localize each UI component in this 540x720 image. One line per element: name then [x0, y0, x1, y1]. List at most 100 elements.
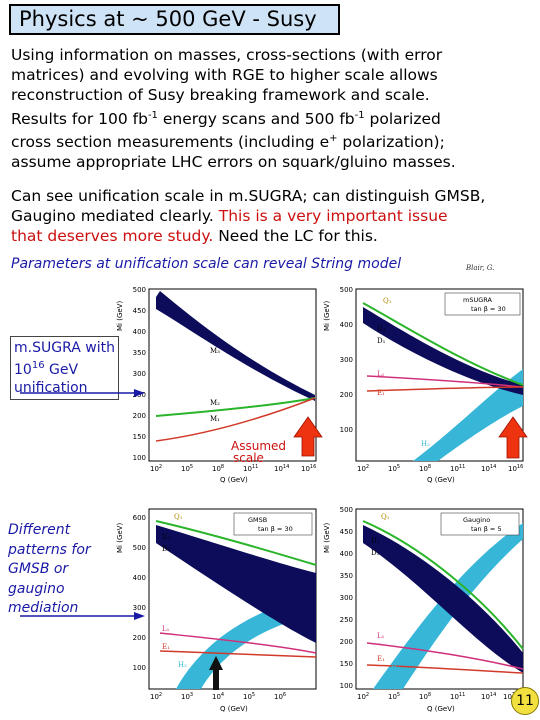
- plot-top-left: 500 450 400 350 300 250 200 150 100 Mi (…: [116, 281, 321, 486]
- xtick: 105: [388, 692, 400, 701]
- ytick: 350: [133, 349, 146, 357]
- ytick: 300: [340, 594, 353, 602]
- xtick: 105: [243, 692, 255, 701]
- intro-line-5: cross section measurements (including e+…: [11, 129, 456, 152]
- patterns-line-2: patterns for: [8, 541, 91, 558]
- u1-label: U₁: [162, 533, 171, 541]
- intro-line-4: Results for 100 fb-1 energy scans and 50…: [11, 106, 456, 129]
- m1-label: M₁: [210, 415, 220, 423]
- intro-line-5-a: cross section measurements (including e: [11, 132, 330, 151]
- ytick: 400: [340, 321, 353, 329]
- higgs-band: [413, 369, 523, 461]
- ytick: 200: [340, 638, 353, 646]
- x-axis-label: Q (GeV): [220, 476, 248, 484]
- h2-label: H₂: [421, 440, 430, 448]
- intro-line-5-sup: +: [329, 132, 338, 144]
- xtick: 105: [181, 464, 193, 473]
- e1-label: E₁: [377, 389, 385, 397]
- xtick: 105: [388, 464, 400, 473]
- l1-curve: [159, 632, 317, 654]
- legend-tanb: tan β = 5: [471, 525, 502, 533]
- intro-line-1: Using information on masses, cross-secti…: [11, 46, 443, 64]
- patterns-label: Different patterns for GMSB or gaugino m…: [8, 521, 91, 619]
- xtick: 1016: [508, 464, 523, 473]
- l1-label: L₁: [377, 632, 385, 640]
- msugra-label-line-2: 1016 GeV: [14, 357, 115, 379]
- patterns-line-1: Different: [8, 522, 71, 538]
- page-number-badge: 11: [511, 687, 539, 715]
- ytick: 500: [133, 544, 146, 552]
- ytick: 300: [133, 604, 146, 612]
- xtick: 102: [357, 464, 369, 473]
- e1-curve: [159, 650, 317, 658]
- xtick: 102: [150, 692, 162, 701]
- d1-label: D₁: [162, 545, 171, 553]
- xtick: 104: [212, 692, 224, 701]
- ytick: 150: [133, 433, 146, 441]
- patterns-line-4: gaugino: [8, 580, 65, 597]
- l1-curve: [366, 642, 524, 670]
- ytick: 100: [340, 682, 353, 690]
- y-axis-label: Mi (GeV): [116, 523, 124, 553]
- xtick: 1016: [301, 464, 316, 473]
- q1-label: Q₁: [383, 297, 392, 305]
- squark-band: [156, 525, 316, 643]
- x-axis-label: Q (GeV): [427, 705, 455, 713]
- xtick: 108: [419, 692, 431, 701]
- msugra-label-line-2-sup: 16: [31, 360, 45, 371]
- legend-name: GMSB: [248, 516, 267, 524]
- pointer-arrow-1-head: [134, 389, 145, 397]
- xtick: 1011: [450, 692, 465, 701]
- y-axis-label: Mi (GeV): [323, 523, 331, 553]
- ytick: 300: [340, 356, 353, 364]
- m1-curve: [155, 397, 316, 442]
- intro-line-3: reconstruction of Susy breaking framewor…: [11, 86, 430, 105]
- xtick: 1014: [481, 692, 496, 701]
- patterns-line-3: GMSB or: [8, 561, 69, 577]
- ytick: 200: [133, 412, 146, 420]
- d1-label: D₁: [371, 549, 380, 557]
- intro-line-4-a: Results for 100 fb: [11, 109, 148, 128]
- intro-line-4-b: energy scans and 500 fb: [157, 109, 355, 128]
- l1-label: L₁: [377, 370, 385, 378]
- intro-line-4-sup-1: -1: [147, 109, 158, 121]
- conclusion-paragraph: Can see unification scale in m.SUGRA; ca…: [11, 186, 485, 247]
- m2-curve: [155, 397, 316, 417]
- ytick: 200: [340, 391, 353, 399]
- patterns-line-5: mediation: [8, 600, 79, 616]
- reference-note: Blair, G.: [466, 264, 495, 272]
- msugra-label-line-2-b: GeV: [44, 362, 79, 378]
- x-axis-label: Q (GeV): [220, 705, 248, 713]
- d1-label: D₁: [377, 337, 386, 345]
- msugra-label-line-2-a: 10: [14, 362, 32, 378]
- xtick: 106: [274, 692, 286, 701]
- plots-caption: Parameters at unification scale can reve…: [11, 256, 402, 272]
- msugra-label-line-3: unification: [14, 380, 88, 396]
- legend-box: [233, 512, 313, 536]
- squark-band: [363, 307, 523, 395]
- x-axis-label: Q (GeV): [427, 476, 455, 484]
- legend-name: mSUGRA: [463, 296, 493, 304]
- xtick: 108: [419, 464, 431, 473]
- assumed-scale-line-2: scale: [233, 451, 264, 465]
- intro-line-4-c: polarized: [364, 109, 441, 128]
- m2-label: M₂: [210, 399, 220, 407]
- ytick: 500: [340, 286, 353, 294]
- plot-bottom-right: 500 450 400 350 300 250 200 150 100 Mi (…: [323, 503, 528, 718]
- intro-line-6: assume appropriate LHC errors on squark/…: [11, 153, 456, 172]
- intro-line-2: matrices) and evolving with RGE to highe…: [11, 66, 438, 85]
- ytick: 400: [340, 550, 353, 558]
- conclusion-line-2-red: This is a very important issue: [218, 207, 448, 226]
- intro-line-4-sup-2: -1: [354, 109, 365, 121]
- scale-arrow-1: [293, 416, 323, 457]
- slide-title: Physics at ~ 500 GeV - Susy: [9, 4, 340, 35]
- xtick: 102: [150, 464, 162, 473]
- ytick: 600: [133, 514, 146, 522]
- y-axis-label: Mi (GeV): [323, 301, 331, 331]
- e1-curve: [366, 664, 524, 674]
- q1-curve: [155, 520, 317, 566]
- ytick: 400: [133, 328, 146, 336]
- assumed-scale-line-1: Assumed: [231, 439, 287, 453]
- xtick: 102: [357, 692, 369, 701]
